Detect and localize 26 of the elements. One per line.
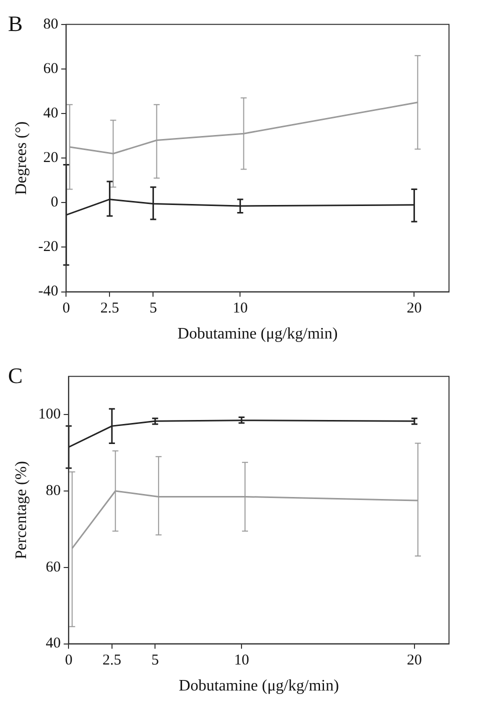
y-tick-label: 80 — [43, 16, 58, 32]
x-tick-label: 10 — [234, 652, 250, 669]
y-tick-label: -20 — [38, 239, 58, 256]
y-tick-label: 100 — [38, 406, 61, 423]
y-tick-label: 40 — [43, 105, 58, 122]
x-tick-label: 10 — [232, 300, 248, 317]
x-tick-label: 20 — [406, 652, 422, 669]
x-axis-title: Dobutamine (μg/kg/min) — [178, 326, 338, 343]
y-tick-label: -40 — [38, 284, 58, 300]
chart-title: B — [8, 10, 23, 36]
y-axis-title: Percentage (%) — [12, 461, 30, 560]
x-tick-label: 2.5 — [102, 652, 122, 669]
x-tick-label: 5 — [151, 652, 159, 669]
y-tick-label: 60 — [46, 559, 61, 576]
x-axis-title: Dobutamine (μg/kg/min) — [178, 678, 339, 695]
x-tick-label: 2.5 — [100, 300, 120, 317]
x-tick-label: 0 — [64, 652, 72, 669]
y-tick-label: 80 — [46, 482, 61, 499]
y-axis-title: Degrees (°) — [12, 121, 30, 195]
x-tick-label: 20 — [406, 300, 422, 317]
y-tick-label: 20 — [43, 150, 58, 166]
y-tick-label: 0 — [50, 194, 58, 211]
x-tick-label: 5 — [149, 300, 157, 317]
chart-title: C — [8, 362, 23, 388]
y-tick-label: 60 — [43, 60, 58, 77]
y-tick-label: 40 — [46, 636, 61, 652]
